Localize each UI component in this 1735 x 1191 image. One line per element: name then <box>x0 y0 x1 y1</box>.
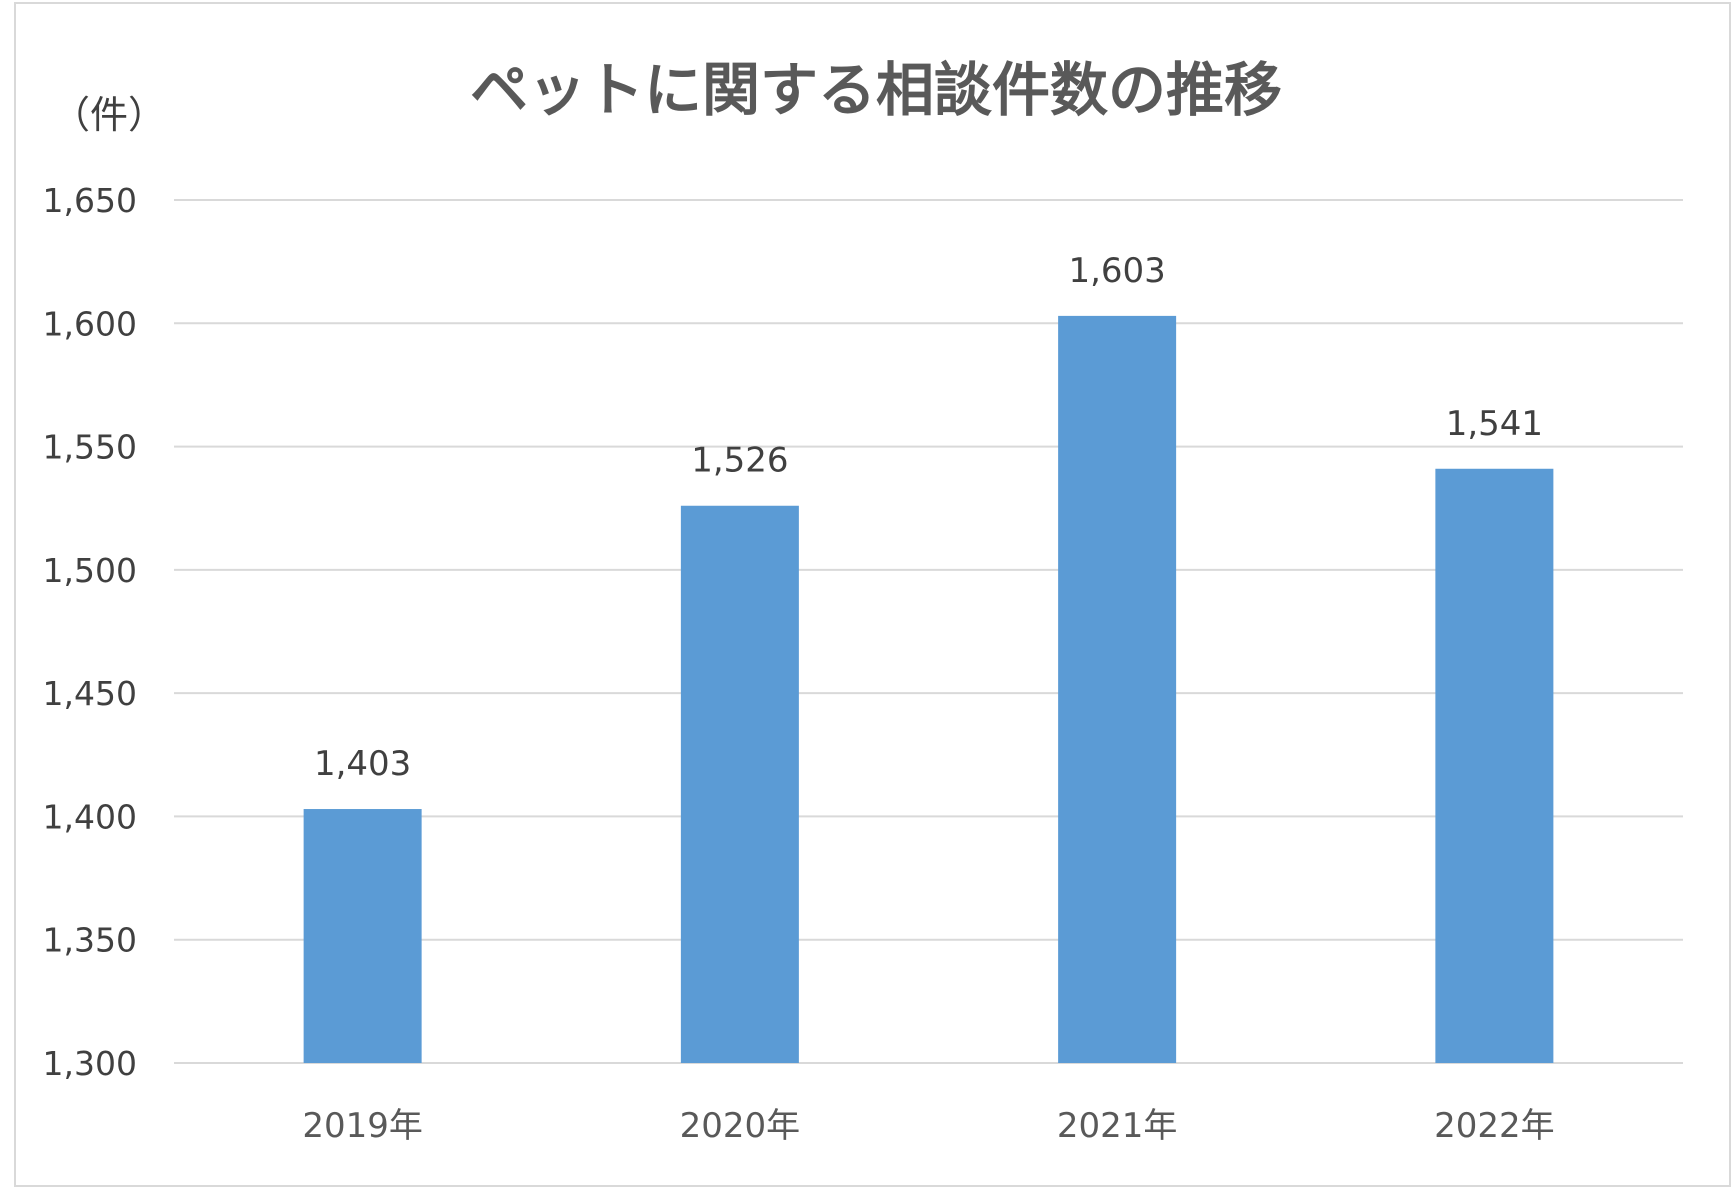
data-label: 1,403 <box>314 744 411 784</box>
data-label: 1,526 <box>691 441 788 481</box>
chart-title: ペットに関する相談件数の推移 <box>470 56 1282 124</box>
y-tick-label: 1,400 <box>43 797 137 836</box>
data-label: 1,541 <box>1446 404 1543 444</box>
y-tick-label: 1,600 <box>43 304 137 343</box>
bar <box>303 809 422 1063</box>
gridlines <box>174 199 1683 1064</box>
y-axis-ticks: 1,300 1,350 1,400 1,450 1,500 1,550 1,600 1,650 <box>43 181 137 1083</box>
x-tick-label: 2022年 <box>1434 1106 1555 1146</box>
y-tick-label: 1,450 <box>43 674 137 713</box>
y-tick-label: 1,500 <box>43 551 137 590</box>
y-tick-label: 1,350 <box>43 921 137 960</box>
y-tick-label: 1,550 <box>43 428 137 467</box>
x-axis-ticks: 2019年 2020年 2021年 2022年 <box>302 1106 1554 1146</box>
y-tick-label: 1,300 <box>43 1044 137 1083</box>
bar <box>1058 315 1177 1064</box>
data-labels: 1,403 1,526 1,603 1,541 <box>314 251 1543 784</box>
bars <box>303 315 1554 1064</box>
x-tick-label: 2019年 <box>302 1106 423 1146</box>
data-label: 1,603 <box>1068 251 1165 291</box>
x-tick-label: 2021年 <box>1057 1106 1178 1146</box>
bar <box>1435 468 1554 1064</box>
bar <box>680 505 799 1064</box>
y-tick-label: 1,650 <box>43 181 137 220</box>
x-tick-label: 2020年 <box>680 1106 801 1146</box>
y-axis-unit-label: （件） <box>52 93 166 137</box>
